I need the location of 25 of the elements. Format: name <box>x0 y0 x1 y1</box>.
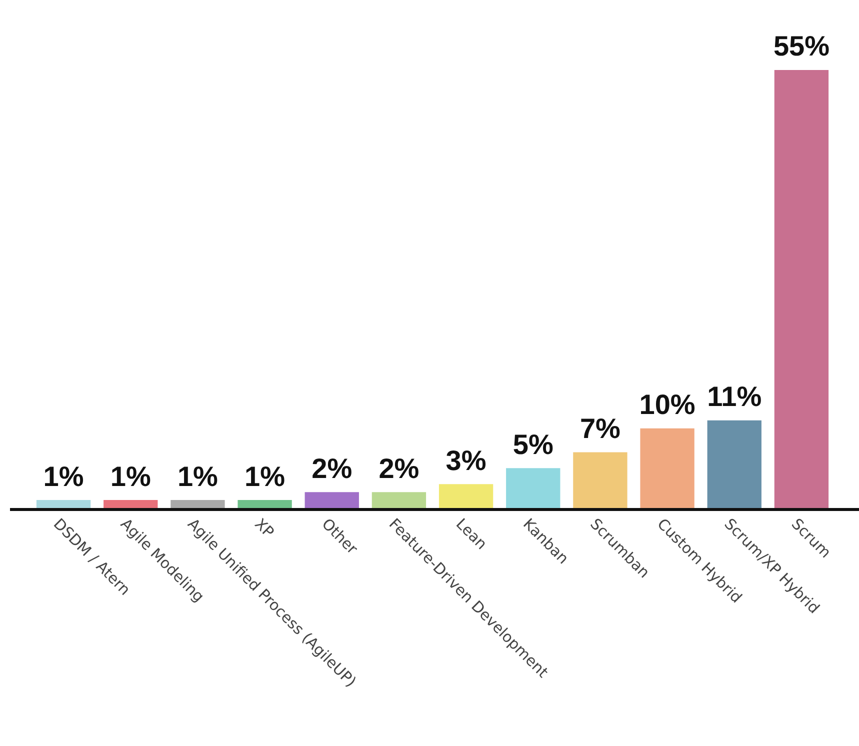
bar <box>170 500 225 508</box>
bar <box>640 428 694 508</box>
data-label: 5% <box>512 428 554 460</box>
data-label: 2% <box>312 452 352 484</box>
data-label: 1% <box>244 460 286 492</box>
bar <box>573 452 628 508</box>
bar <box>372 492 426 508</box>
bar <box>304 492 359 508</box>
data-label: 1% <box>43 460 84 492</box>
data-label: 3% <box>446 444 486 476</box>
bar <box>104 500 158 508</box>
data-label: 1% <box>177 460 218 492</box>
bar <box>238 500 292 508</box>
x-tick-label: XP <box>251 514 278 542</box>
data-label: 55% <box>773 30 830 62</box>
bar <box>707 420 762 508</box>
bar <box>506 468 560 508</box>
data-label: 11% <box>707 381 762 412</box>
bar <box>36 500 91 508</box>
data-label: 7% <box>580 412 621 444</box>
data-label: 10% <box>639 389 696 420</box>
data-label: 2% <box>378 452 420 484</box>
bar <box>438 484 494 508</box>
bar <box>774 70 829 508</box>
data-label: 1% <box>110 460 151 492</box>
